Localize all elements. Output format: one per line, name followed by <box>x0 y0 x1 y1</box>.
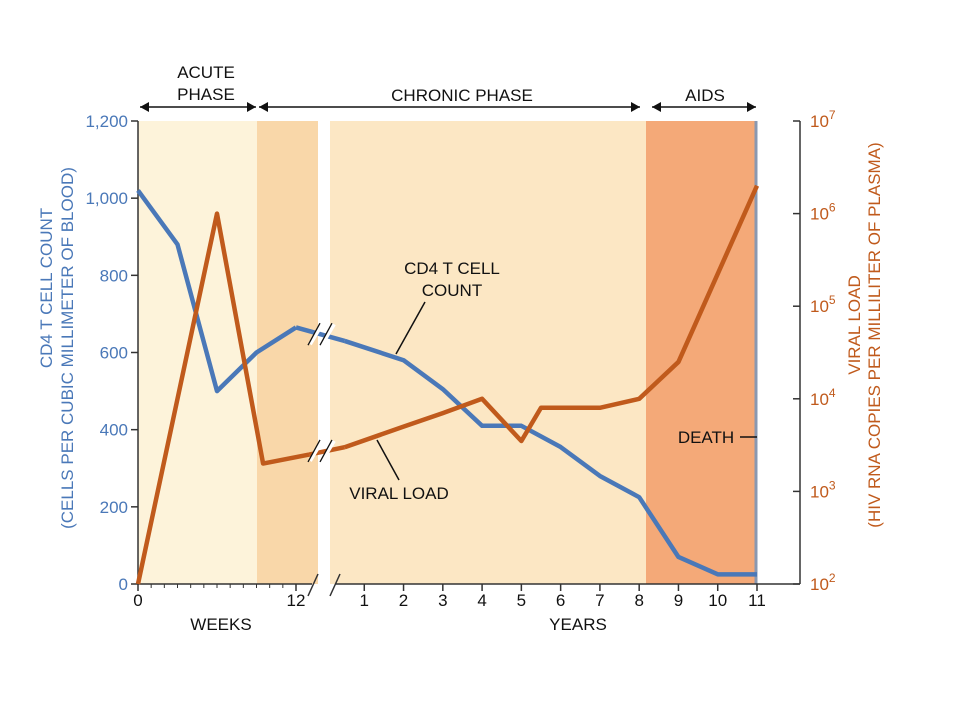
year-tick-label: 5 <box>517 591 526 610</box>
acute-phase-arrow-head-left <box>140 102 149 112</box>
left-tick-label: 0 <box>119 575 128 594</box>
week-tick-label: 0 <box>133 591 142 610</box>
chronic-phase-arrow-head-right <box>631 102 640 112</box>
cd4-count-line-segment <box>136 189 298 394</box>
aids-phase-arrow-head-left <box>652 102 661 112</box>
acute-phase-label-line1: ACUTE <box>177 63 235 82</box>
aids-phase-region <box>646 121 757 584</box>
right-axis-title-line1: VIRAL LOAD <box>845 275 864 375</box>
right-tick-label: 102 <box>810 571 836 594</box>
right-tick-label: 103 <box>810 478 836 501</box>
acute-phase-arrow-head-right <box>247 102 256 112</box>
viral-load-line-segment <box>343 184 760 450</box>
cd4-count-break-slash <box>307 322 321 346</box>
year-tick-label: 6 <box>556 591 565 610</box>
viral-load-break-slash <box>319 439 333 463</box>
years-axis-label: YEARS <box>549 615 607 634</box>
left-tick-label: 600 <box>100 344 128 363</box>
x-axis-break-mark <box>329 573 341 597</box>
year-tick-label: 4 <box>477 591 486 610</box>
series <box>135 184 760 585</box>
right-tick-label: 104 <box>810 386 836 409</box>
left-tick-label: 200 <box>100 498 128 517</box>
year-tick-label: 11 <box>748 591 766 610</box>
left-tick-label: 1,200 <box>85 112 128 131</box>
acute-phase-region <box>138 121 257 584</box>
viral-load-break-gap <box>320 439 336 462</box>
viral-load-break-slash <box>307 439 321 463</box>
cd4-count-break-gap <box>320 323 336 346</box>
left-tick-label: 1,000 <box>85 189 128 208</box>
early-chronic-region <box>257 121 318 584</box>
weeks-axis-label: WEEKS <box>190 615 251 634</box>
week-tick-label: 12 <box>287 591 306 610</box>
phase-backgrounds <box>138 121 758 584</box>
aids-phase-label: AIDS <box>685 86 725 105</box>
cd4-count-break-gap <box>308 323 324 346</box>
axes: 02004006008001,0001,20010210310410510610… <box>85 102 836 610</box>
year-tick-label: 2 <box>399 591 408 610</box>
aids-phase-arrow-head-right <box>747 102 756 112</box>
x-axis-break-mark <box>307 573 319 597</box>
left-axis-title-line1: CD4 T CELL COUNT <box>37 208 56 368</box>
viral-load-break-gap <box>308 439 324 462</box>
cd4-count-break-slash <box>319 322 333 346</box>
right-tick-label: 105 <box>810 293 836 316</box>
cd4-annotation-leader <box>395 301 426 355</box>
acute-phase-label-line2: PHASE <box>177 85 235 104</box>
left-axis-title-line2: (CELLS PER CUBIC MILLIMETER OF BLOOD) <box>58 167 77 529</box>
viral-load-line-segment <box>135 211 310 585</box>
cd4-count-line-segment <box>343 338 757 577</box>
cd4-annotation-line1: CD4 T CELL <box>404 259 500 278</box>
viral-load-annotation: VIRAL LOAD <box>349 484 449 503</box>
death-annotation: DEATH <box>678 428 734 447</box>
year-tick-label: 9 <box>674 591 683 610</box>
right-axis-title-line2: (HIV RNA COPIES PER MILLILITER OF PLASMA… <box>865 142 884 527</box>
right-tick-label: 107 <box>810 108 836 131</box>
right-tick-label: 106 <box>810 201 836 224</box>
left-tick-label: 400 <box>100 421 128 440</box>
chronic-phase-label: CHRONIC PHASE <box>391 86 533 105</box>
cd4-count-break-connector <box>295 325 346 344</box>
year-tick-label: 10 <box>708 591 727 610</box>
year-tick-label: 7 <box>595 591 604 610</box>
year-tick-label: 8 <box>634 591 643 610</box>
year-tick-label: 3 <box>438 591 447 610</box>
chronic-phase-arrow-head-left <box>259 102 268 112</box>
labels: ACUTE PHASE CHRONIC PHASE AIDS WEEKS YEA… <box>37 63 884 634</box>
year-tick-label: 1 <box>360 591 369 610</box>
viral-load-annotation-leader <box>376 439 400 481</box>
cd4-annotation-line2: COUNT <box>422 281 482 300</box>
left-tick-label: 800 <box>100 266 128 285</box>
